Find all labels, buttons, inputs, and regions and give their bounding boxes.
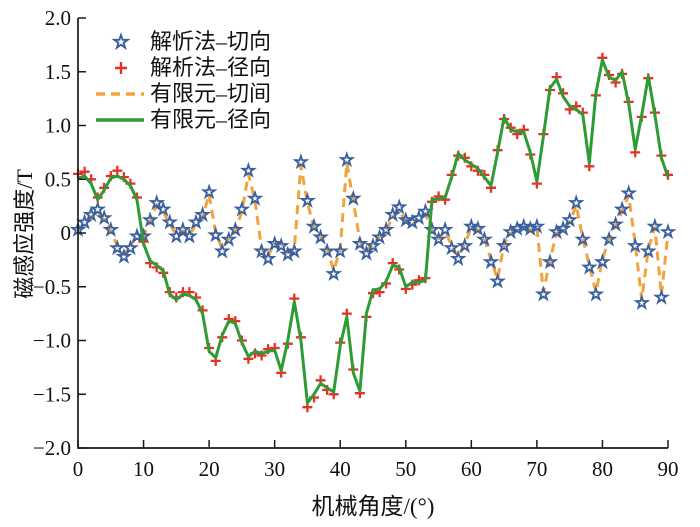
legend: 解忻法–切向 解析法–径向 有限元–切间 有限元–径向 [94,29,271,133]
y-tick-label: −1.5 [33,382,71,406]
x-tick-label: 80 [592,457,613,481]
x-tick-label: 10 [133,457,154,481]
legend-label: 有限元–切间 [150,81,272,106]
x-axis-title: 机械角度/(°) [311,494,435,519]
y-tick-label: −0.5 [33,275,71,299]
y-tick-label: 0 [61,221,72,245]
legend-item-analytical-tangential: 解忻法–切向 [94,29,271,55]
legend-item-fem-radial: 有限元–径向 [94,107,271,133]
y-tick-label: 1.5 [45,60,71,84]
y-axis-title: 磁感应强度/T [12,169,37,299]
legend-item-fem-tangential: 有限元–切间 [94,81,271,107]
star-icon [111,31,131,51]
x-tick-label: 30 [264,457,285,481]
series-fem-radial-solid-line [77,58,670,405]
solid-line-icon [96,118,144,122]
tick-marks [77,17,669,449]
y-tick-label: 1.0 [45,114,71,138]
x-tick-label: 40 [330,457,351,481]
x-tick-label: 50 [395,457,416,481]
x-tick-label: 70 [526,457,547,481]
series-analytical-tangential-star-markers [69,151,677,311]
plus-icon [115,62,127,74]
legend-label: 有限元–径向 [150,107,272,132]
x-tick-label: 90 [658,457,679,481]
y-tick-label: −1.0 [33,329,71,353]
y-tick-label: −2.0 [33,436,71,460]
legend-label: 解忻法–切向 [150,29,272,54]
legend-item-analytical-radial: 解析法–径向 [94,55,271,81]
legend-label: 解析法–径向 [150,55,272,80]
x-tick-label: 0 [73,457,84,481]
dashed-line-icon [96,92,144,96]
y-tick-label: 2.0 [45,6,71,30]
y-tick-label: 0.5 [45,167,71,191]
x-tick-label: 60 [461,457,482,481]
x-tick-label: 20 [199,457,220,481]
